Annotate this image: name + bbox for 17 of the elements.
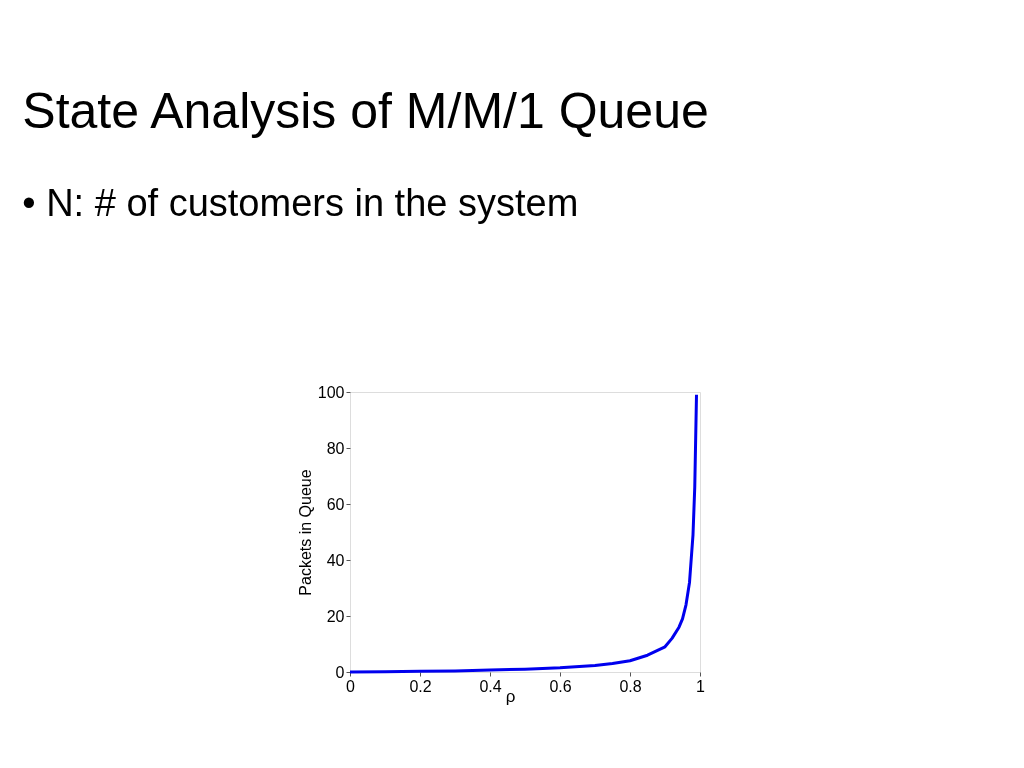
y-tick-label: 100: [317, 383, 345, 401]
x-tick-label: 0.2: [409, 677, 432, 695]
y-tick-label: 20: [326, 607, 345, 625]
x-tick-label: 0.4: [479, 677, 502, 695]
x-tick-label: 0: [346, 677, 356, 695]
x-axis-title: ρ: [505, 686, 516, 706]
chart-title: State Analysis of M/M/1 Queue: [22, 83, 709, 139]
y-tick-label: 60: [326, 495, 345, 513]
line-series: [348, 393, 698, 674]
y-tick-label: 0: [335, 663, 345, 681]
x-tick-label: 1: [696, 677, 706, 695]
y-axis-title: Packets in Queue: [296, 469, 314, 596]
x-tick-label: 0.6: [549, 677, 572, 695]
x-tick-label: 0.8: [619, 677, 642, 695]
y-tick-label: 80: [326, 439, 345, 457]
y-tick-label: 40: [326, 551, 345, 569]
chart-subtitle: • N: # of customers in the system: [22, 182, 579, 224]
